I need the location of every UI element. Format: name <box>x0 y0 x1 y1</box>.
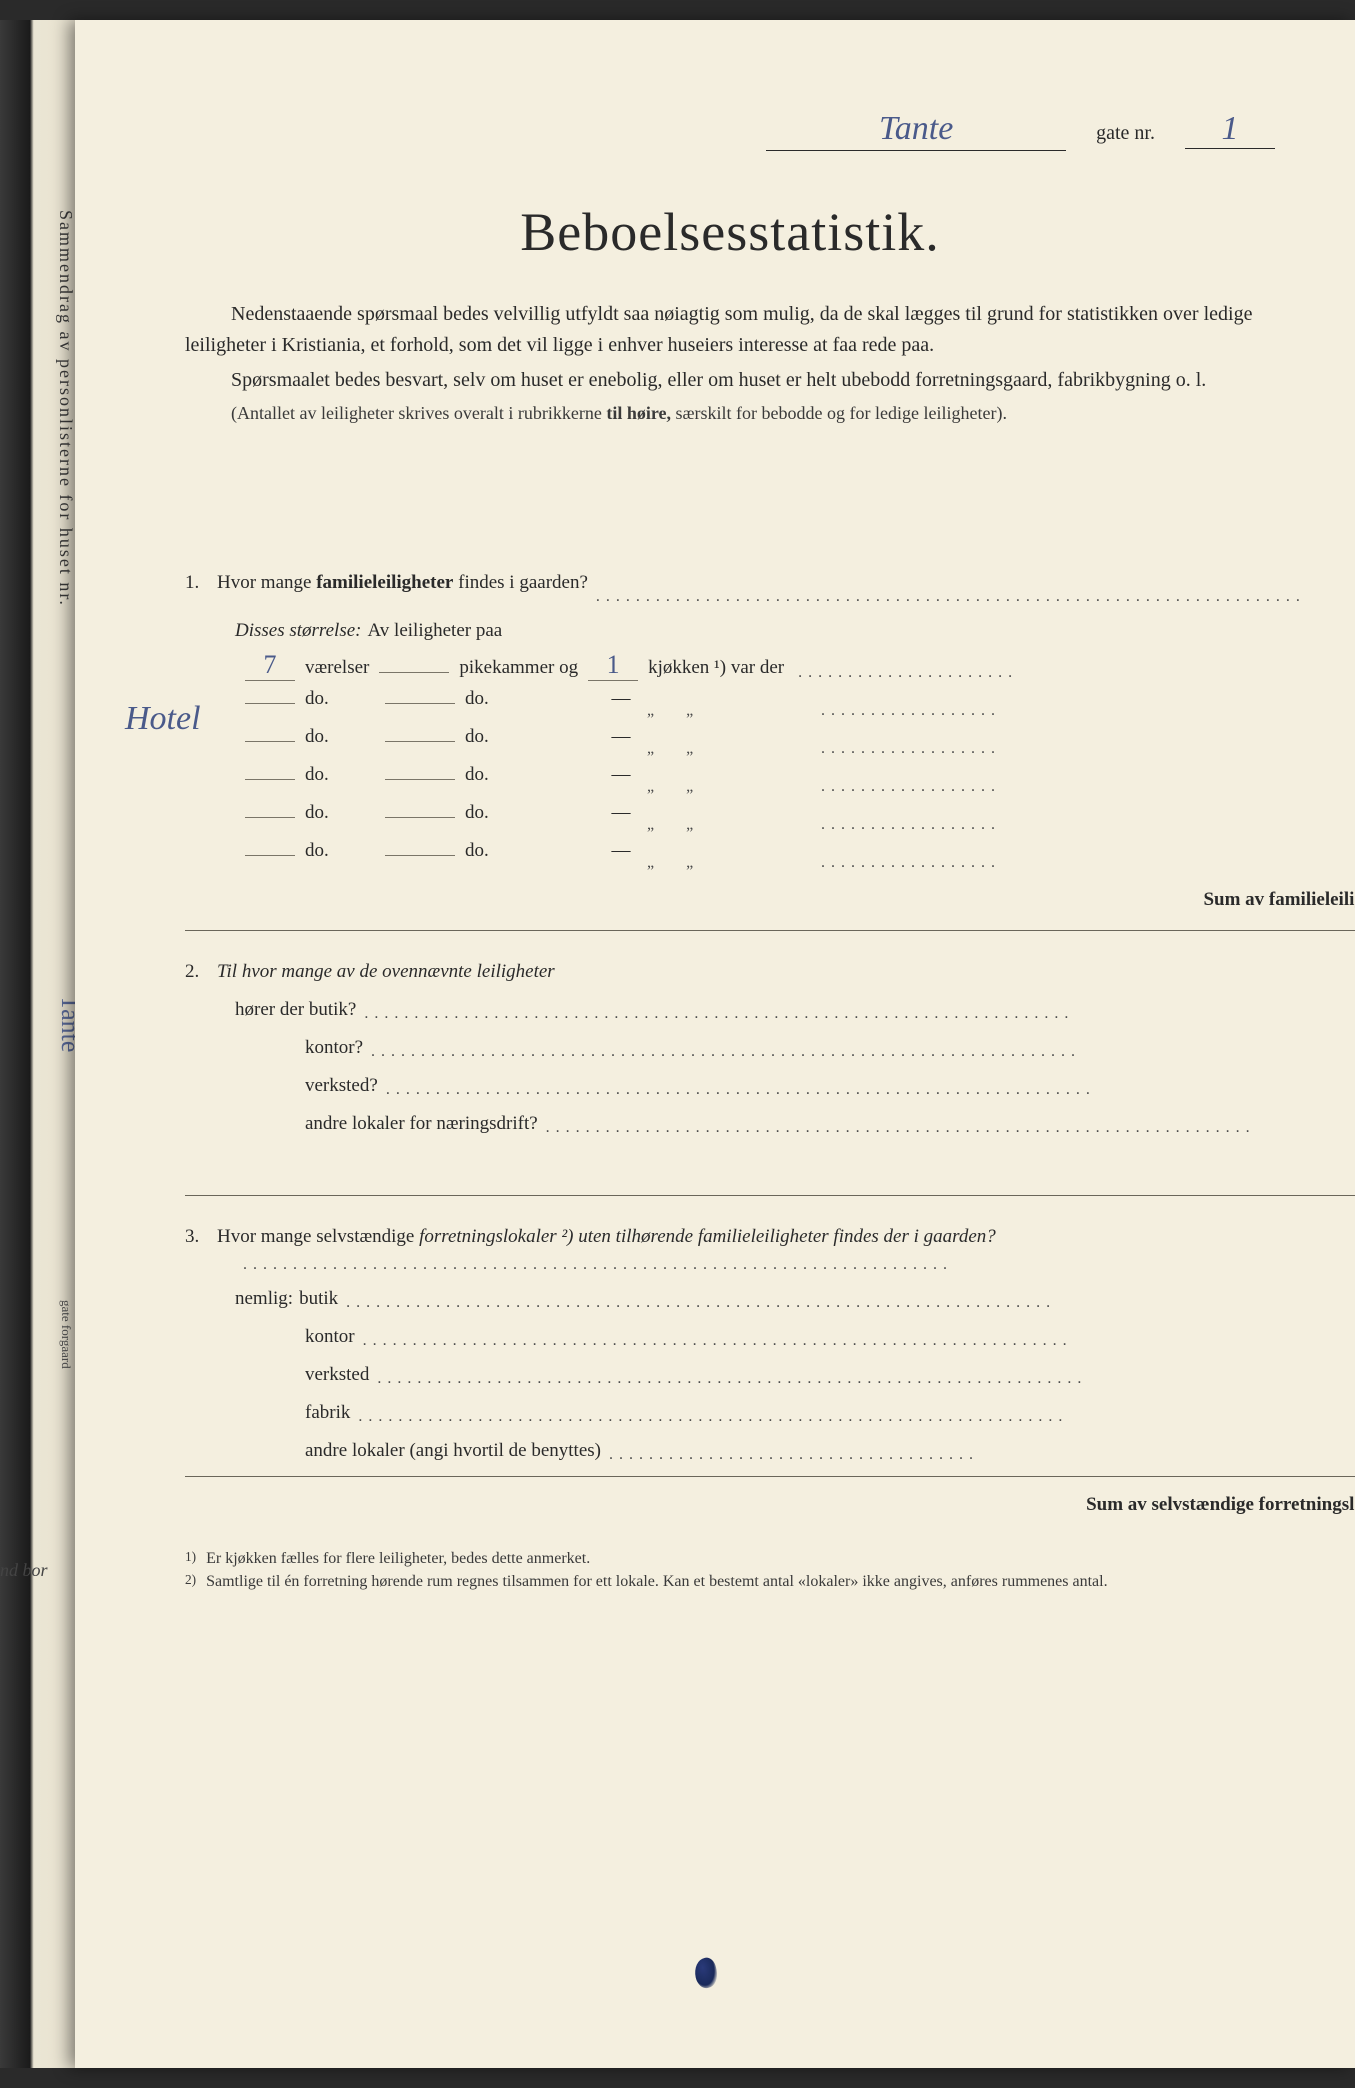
intro-p3: (Antallet av leiligheter skrives overalt… <box>185 400 1275 428</box>
dots <box>813 854 999 878</box>
binding-small-note: gate forgaard <box>58 1300 74 1369</box>
q3-num: 3. <box>185 1226 217 1248</box>
binding-edge: Sammendrag av personlisterne for huset n… <box>0 20 75 2068</box>
kjokken-value: 1 <box>588 650 638 681</box>
q3-item: andre lokaler (angi hvortil de benyttes) <box>185 1432 1355 1470</box>
dots <box>813 740 999 764</box>
intro-p2: Spørsmaalet bedes besvart, selv om huset… <box>185 365 1275 396</box>
margin-handwriting: Hotel <box>125 700 201 738</box>
q1-do-row: do. do. — „ „ <box>185 764 1355 802</box>
q1-text: Hvor mange familieleiligheter findes i g… <box>217 572 588 594</box>
main-grid: 1. Hvor mange familieleiligheter findes … <box>185 444 1275 1529</box>
q2-text: Til hvor mange av de ovennævnte leilighe… <box>217 961 555 983</box>
intro-text: Nedenstaaende spørsmaal bedes velvillig … <box>185 299 1275 428</box>
q3-item: kontor <box>185 1318 1355 1356</box>
q2-num: 2. <box>185 961 217 983</box>
q2-item: kontor? <box>185 1029 1355 1067</box>
q2-item: andre lokaler for næringsdrift? <box>185 1105 1355 1143</box>
binding-margin-text: Sammendrag av personlisterne for huset n… <box>55 210 76 607</box>
intro-p3b: til høire, <box>606 403 671 423</box>
page-title: Beboelsesstatistik. <box>185 201 1275 263</box>
footnotes: 1)Er kjøkken fælles for flere leilighete… <box>185 1547 1275 1593</box>
q1-sub: Disses størrelse: Av leiligheter paa <box>185 612 1355 650</box>
pike-label: pikekammer og <box>459 657 578 679</box>
q3-item: fabrik <box>185 1394 1355 1432</box>
dots <box>588 588 1355 612</box>
document-paper: Tante gate nr. 1 Beboelsesstatistik. Ned… <box>75 20 1355 2068</box>
q3-dots-cont <box>185 1248 1355 1280</box>
kjokken-label: kjøkken ¹) var der <box>648 657 784 679</box>
binding-italic-note: nd bor <box>0 1560 48 1581</box>
dots <box>813 816 999 840</box>
q3-item: verksted <box>185 1356 1355 1394</box>
q1-line: 1. Hvor mange familieleiligheter findes … <box>185 564 1355 612</box>
q1-do-row: do. do. — „ „ <box>185 840 1355 878</box>
vaerelser-value: 7 <box>245 650 295 681</box>
q1-do-row: do. do. — „ „ <box>185 802 1355 840</box>
intro-p1: Nedenstaaende spørsmaal bedes velvillig … <box>185 299 1275 361</box>
q3-line: 3. Hvor mange selvstændige forretningslo… <box>185 1218 1355 1248</box>
q3-item: nemlig: butik <box>185 1280 1355 1318</box>
header-line: Tante gate nr. 1 <box>185 110 1275 151</box>
dots <box>813 778 999 802</box>
dots <box>790 664 1018 688</box>
gate-label: gate nr. <box>1096 122 1155 145</box>
q1-sub-label: Disses størrelse: <box>235 620 362 642</box>
q2-sum-label: Sum <box>185 1143 1355 1189</box>
q3-text: Hvor mange selvstændige forretningslokal… <box>217 1226 996 1248</box>
divider <box>185 930 1355 931</box>
q3-sum-label: Sum av selvstændige forretningslokaler (… <box>185 1483 1355 1529</box>
divider <box>185 1195 1355 1196</box>
vaerelser-label: værelser <box>305 657 369 679</box>
intro-p3c: særskilt for bebodde og for ledige leili… <box>671 403 1007 423</box>
footnote-2: 2)Samtlige til én forretning hørende rum… <box>185 1570 1275 1593</box>
q1-do-row: do. do. — „ „ <box>185 726 1355 764</box>
header-spacer <box>185 444 1355 564</box>
intro-p3a: (Antallet av leiligheter skrives overalt… <box>231 403 606 423</box>
q1-sum-label: Sum av familieleiligheter (som ovenfor) <box>185 878 1355 924</box>
q1-num: 1. <box>185 572 217 594</box>
page-wrap: Sammendrag av personlisterne for huset n… <box>0 20 1355 2068</box>
q1-sub-text: Av leiligheter paa <box>368 620 503 642</box>
pike-value <box>379 672 449 673</box>
q1-do-row: do. do. — „ „ <box>185 688 1355 726</box>
street-name-field: Tante <box>766 110 1066 151</box>
divider <box>185 1476 1355 1477</box>
dots <box>813 702 999 726</box>
footnote-1: 1)Er kjøkken fælles for flere leilighete… <box>185 1547 1275 1570</box>
q2-item: verksted? <box>185 1067 1355 1105</box>
q2-line: 2. Til hvor mange av de ovennævnte leili… <box>185 953 1355 991</box>
ink-blob-icon <box>692 1956 720 1990</box>
gate-number-field: 1 <box>1185 110 1275 149</box>
questions-column: 1. Hvor mange familieleiligheter findes … <box>185 444 1355 1529</box>
q1-size-row-1: 7 værelser pikekammer og 1 kjøkken ¹) va… <box>185 650 1355 688</box>
q2-item: hører der butik? <box>185 991 1355 1029</box>
